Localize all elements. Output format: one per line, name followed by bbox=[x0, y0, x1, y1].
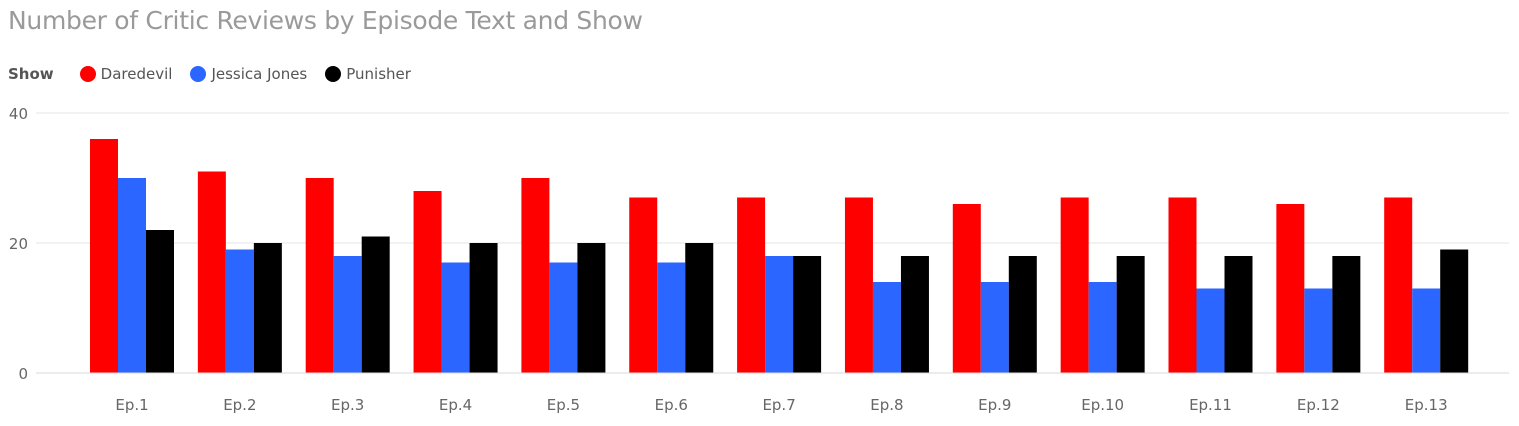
bar-jessica-jones-ep6[interactable] bbox=[657, 262, 686, 374]
bar-punisher-ep8[interactable] bbox=[900, 256, 929, 373]
bar-punisher-ep9[interactable] bbox=[1008, 256, 1037, 373]
bar-jessica-jones-ep7[interactable] bbox=[765, 256, 794, 373]
x-tick-label-ep5: Ep.5 bbox=[547, 396, 580, 414]
bar-daredevil-ep3[interactable] bbox=[305, 178, 334, 373]
bar-jessica-jones-ep10[interactable] bbox=[1088, 282, 1117, 373]
chart-title: Number of Critic Reviews by Episode Text… bbox=[8, 6, 643, 35]
bar-jessica-jones-ep5[interactable] bbox=[549, 262, 578, 374]
y-tick-label-0: 0 bbox=[18, 365, 28, 383]
bar-daredevil-ep10[interactable] bbox=[1060, 197, 1089, 374]
x-tick-label-ep13: Ep.13 bbox=[1405, 396, 1448, 414]
bar-daredevil-ep2[interactable] bbox=[197, 171, 226, 374]
y-tick-label-40: 40 bbox=[9, 105, 28, 123]
bar-punisher-ep10[interactable] bbox=[1116, 256, 1145, 373]
bar-punisher-ep1[interactable] bbox=[146, 230, 174, 373]
bar-daredevil-ep1[interactable] bbox=[90, 139, 118, 373]
bar-jessica-jones-ep3[interactable] bbox=[333, 256, 362, 373]
bar-punisher-ep4[interactable] bbox=[469, 243, 498, 373]
legend-title: Show bbox=[8, 65, 54, 83]
bar-punisher-ep12[interactable] bbox=[1332, 256, 1361, 373]
legend-item-punisher[interactable]: Punisher bbox=[325, 65, 411, 83]
bar-daredevil-ep12[interactable] bbox=[1276, 204, 1305, 373]
bar-punisher-ep2[interactable] bbox=[253, 243, 282, 373]
legend-swatch-punisher bbox=[325, 66, 342, 82]
x-tick-label-ep8: Ep.8 bbox=[870, 396, 903, 414]
x-tick-label-ep6: Ep.6 bbox=[655, 396, 688, 414]
bar-daredevil-ep7[interactable] bbox=[737, 197, 766, 374]
x-tick-label-ep3: Ep.3 bbox=[331, 396, 364, 414]
legend-swatch-daredevil bbox=[79, 66, 96, 82]
bar-jessica-jones-ep2[interactable] bbox=[225, 249, 254, 374]
legend-swatch-jessica-jones bbox=[190, 66, 207, 82]
bar-jessica-jones-ep11[interactable] bbox=[1196, 288, 1225, 374]
legend-item-daredevil[interactable]: Daredevil bbox=[79, 65, 173, 83]
x-tick-label-ep2: Ep.2 bbox=[223, 396, 256, 414]
x-tick-label-ep10: Ep.10 bbox=[1081, 396, 1124, 414]
x-tick-label-ep7: Ep.7 bbox=[762, 396, 795, 414]
x-tick-label-ep11: Ep.11 bbox=[1189, 396, 1232, 414]
legend: Show Daredevil Jessica Jones Punisher bbox=[8, 63, 429, 85]
legend-item-jessica-jones[interactable]: Jessica Jones bbox=[190, 65, 307, 83]
legend-label-punisher: Punisher bbox=[346, 65, 411, 83]
bar-daredevil-ep13[interactable] bbox=[1384, 197, 1413, 374]
x-tick-label-ep1: Ep.1 bbox=[115, 396, 148, 414]
bar-daredevil-ep9[interactable] bbox=[952, 204, 981, 373]
bar-daredevil-ep11[interactable] bbox=[1168, 197, 1197, 374]
bar-jessica-jones-ep9[interactable] bbox=[980, 282, 1009, 373]
legend-label-daredevil: Daredevil bbox=[100, 65, 173, 83]
bar-jessica-jones-ep13[interactable] bbox=[1412, 288, 1441, 374]
bar-jessica-jones-ep4[interactable] bbox=[441, 262, 470, 374]
bar-punisher-ep3[interactable] bbox=[361, 236, 390, 374]
bar-daredevil-ep4[interactable] bbox=[413, 191, 442, 373]
bar-daredevil-ep5[interactable] bbox=[521, 178, 550, 373]
x-tick-label-ep12: Ep.12 bbox=[1297, 396, 1340, 414]
x-tick-label-ep4: Ep.4 bbox=[439, 396, 472, 414]
bar-punisher-ep13[interactable] bbox=[1440, 249, 1469, 374]
y-tick-label-20: 20 bbox=[9, 235, 28, 253]
bar-punisher-ep5[interactable] bbox=[577, 243, 606, 373]
legend-label-jessica-jones: Jessica Jones bbox=[211, 65, 308, 83]
bar-jessica-jones-ep8[interactable] bbox=[872, 282, 901, 373]
x-tick-label-ep9: Ep.9 bbox=[978, 396, 1011, 414]
bar-jessica-jones-ep12[interactable] bbox=[1304, 288, 1333, 374]
bar-jessica-jones-ep1[interactable] bbox=[118, 178, 146, 373]
bar-punisher-ep6[interactable] bbox=[685, 243, 714, 373]
bar-punisher-ep7[interactable] bbox=[793, 256, 822, 373]
bar-daredevil-ep8[interactable] bbox=[844, 197, 873, 374]
bar-daredevil-ep6[interactable] bbox=[629, 197, 658, 374]
bar-punisher-ep11[interactable] bbox=[1224, 256, 1253, 373]
